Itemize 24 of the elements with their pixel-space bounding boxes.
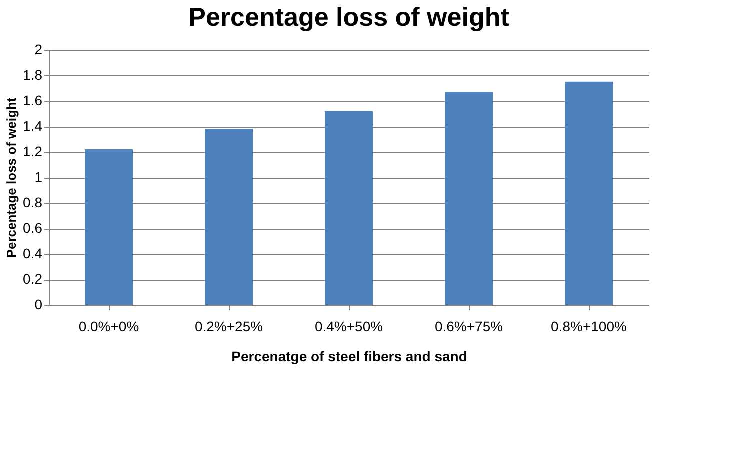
y-tick-label: 0 <box>34 296 43 312</box>
x-tick-label: 0.4%+50% <box>314 318 384 334</box>
y-tick-label: 0.8 <box>23 194 43 210</box>
y-tick-label: 0.2 <box>23 271 43 287</box>
y-tick-label: 1 <box>34 169 43 185</box>
y-axis-title: Percentage loss of weight <box>4 97 20 258</box>
bar <box>205 129 253 305</box>
bar <box>445 92 493 305</box>
bar <box>565 82 613 305</box>
y-tick-label: 0.6 <box>23 220 43 236</box>
x-axis-title: Percenatge of steel fibers and sand <box>232 348 468 364</box>
x-tick-label: 0.0%+0% <box>78 318 140 334</box>
bar <box>325 111 373 305</box>
bar <box>85 149 133 305</box>
x-tick-label: 0.8%+100% <box>551 318 627 334</box>
x-tick-label: 0.2%+25% <box>194 318 264 334</box>
y-tick-label: 1.6 <box>23 92 43 108</box>
y-tick-label: 2 <box>34 42 43 58</box>
y-tick-label: 1.8 <box>23 67 43 83</box>
chart-title: Percentage loss of weight <box>188 2 510 32</box>
x-tick-label: 0.6%+75% <box>434 318 504 334</box>
y-tick-label: 1.2 <box>23 144 43 160</box>
y-tick-label: 0.4 <box>23 246 43 262</box>
y-tick-label: 1.4 <box>23 118 43 134</box>
